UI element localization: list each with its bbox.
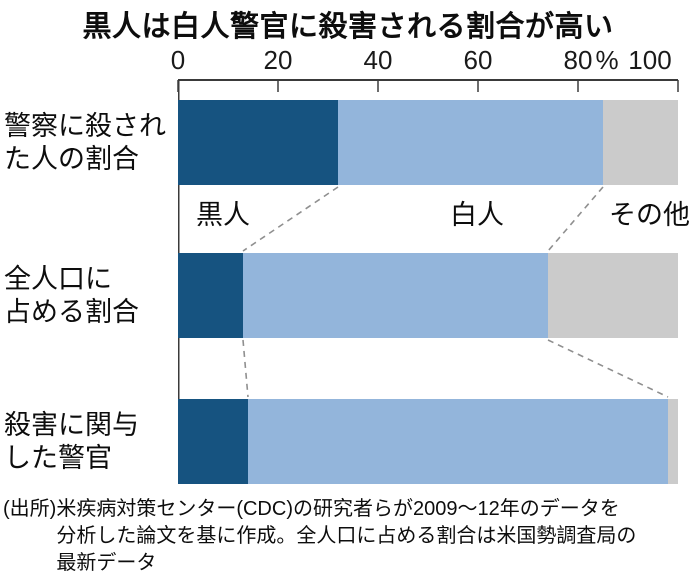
segment-白人 bbox=[243, 253, 548, 338]
x-tick-label-40: 40 bbox=[363, 45, 393, 75]
row-label-1: 警察に殺され た人の割合 bbox=[4, 110, 166, 174]
bar-殺害に関与した警官 bbox=[178, 399, 678, 484]
legend-label-白人: 白人 bbox=[450, 200, 504, 230]
row-label-2: 全人口に 占める割合 bbox=[4, 263, 139, 327]
bar-全人口に占める割合 bbox=[178, 253, 678, 338]
bar-警察に殺された人の割合 bbox=[178, 100, 678, 185]
segment-その他 bbox=[603, 100, 678, 185]
connector-black-bottom bbox=[242, 339, 249, 398]
legend-label-黒人: 黒人 bbox=[196, 200, 250, 230]
segment-黒人 bbox=[178, 253, 243, 338]
source-text: 米疾病対策センター(CDC)の研究者らが2009〜12年のデータを 分析した論文… bbox=[56, 496, 636, 577]
source-line-2: 分析した論文を基に作成。全人口に占める割合は米国勢調査局の bbox=[56, 525, 637, 547]
x-tick-label-0: 0 bbox=[170, 45, 186, 75]
row-label-3: 殺害に関与 した警官 bbox=[4, 409, 139, 473]
x-tick-label-60: 60 bbox=[463, 45, 493, 75]
segment-その他 bbox=[548, 253, 678, 338]
source-prefix: (出所) bbox=[3, 498, 57, 520]
chart-title: 黒人は白人警官に殺害される割合が高い bbox=[82, 11, 614, 43]
x-tick-label-80: 80 bbox=[563, 45, 593, 75]
connector-black-top bbox=[242, 186, 339, 252]
connector-other-bottom bbox=[547, 339, 669, 398]
x-axis-unit-label: % bbox=[595, 45, 619, 75]
source-line-1: 米疾病対策センター(CDC)の研究者らが2009〜12年のデータを bbox=[56, 498, 620, 520]
connector-other-top bbox=[547, 186, 604, 252]
segment-白人 bbox=[248, 399, 668, 484]
source-line-3: 最新データ bbox=[56, 552, 157, 574]
source-note: (出所) 米疾病対策センター(CDC)の研究者らが2009〜12年のデータを 分… bbox=[3, 496, 636, 577]
x-tick-label-100: 100 bbox=[628, 45, 672, 75]
segment-黒人 bbox=[178, 399, 248, 484]
legend-label-その他: その他 bbox=[609, 200, 690, 230]
x-tick-label-20: 20 bbox=[263, 45, 293, 75]
segment-その他 bbox=[668, 399, 678, 484]
segment-黒人 bbox=[178, 100, 338, 185]
segment-白人 bbox=[338, 100, 603, 185]
